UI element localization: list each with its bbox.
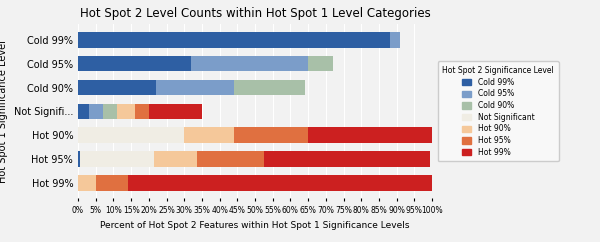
Bar [78,56,191,71]
Bar [234,80,305,95]
Bar [264,151,430,167]
Bar [78,104,89,119]
Bar [308,56,333,71]
Bar [234,127,308,143]
Bar [96,175,128,190]
Bar [389,32,400,48]
Bar [103,104,117,119]
Bar [78,151,80,167]
Bar [156,80,234,95]
Bar [134,104,149,119]
X-axis label: Percent of Hot Spot 2 Features within Hot Spot 1 Significance Levels: Percent of Hot Spot 2 Features within Ho… [100,221,410,230]
Bar [89,104,103,119]
Bar [78,127,184,143]
Bar [128,175,432,190]
Bar [78,32,389,48]
Bar [78,175,96,190]
Bar [197,151,264,167]
Y-axis label: Hot Spot 1 Significance Level: Hot Spot 1 Significance Level [0,40,8,183]
Title: Hot Spot 2 Level Counts within Hot Spot 1 Level Categories: Hot Spot 2 Level Counts within Hot Spot … [80,7,430,20]
Bar [154,151,197,167]
Bar [184,127,234,143]
Bar [149,104,202,119]
Bar [80,151,154,167]
Legend: Cold 99%, Cold 95%, Cold 90%, Not Significant, Hot 90%, Hot 95%, Hot 99%: Cold 99%, Cold 95%, Cold 90%, Not Signif… [438,61,559,161]
Bar [191,56,308,71]
Bar [308,127,432,143]
Bar [117,104,134,119]
Bar [78,80,156,95]
